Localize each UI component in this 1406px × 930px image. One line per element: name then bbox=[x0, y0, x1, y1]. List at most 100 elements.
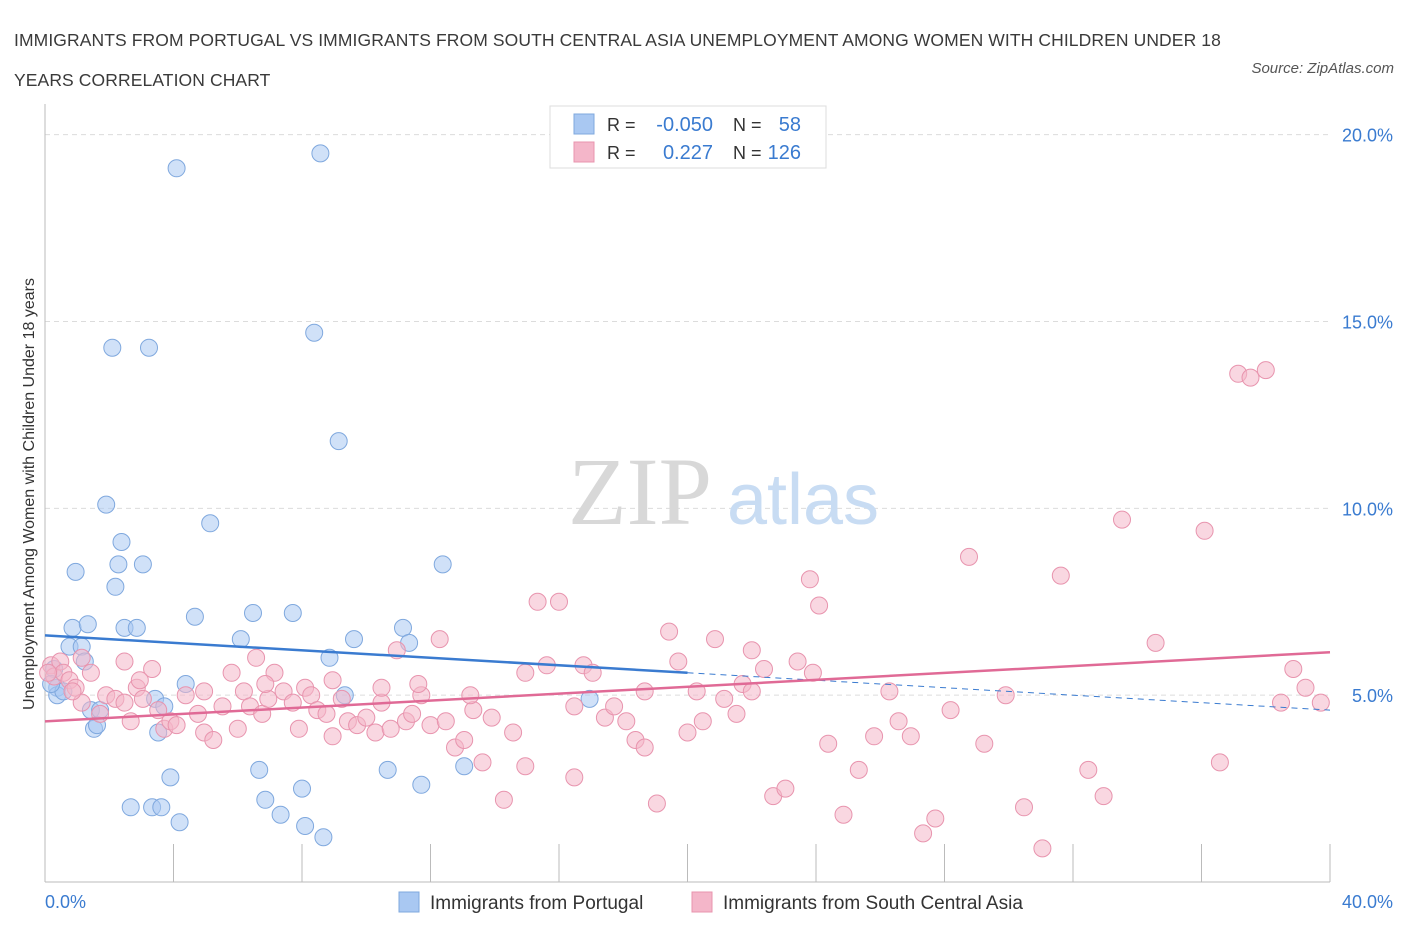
south-central-asia-point bbox=[1094, 787, 1113, 806]
south-central-asia-point bbox=[130, 671, 149, 690]
south-central-asia-point bbox=[259, 689, 278, 708]
portugal-point bbox=[256, 790, 275, 809]
south-central-asia-point bbox=[234, 682, 253, 701]
data-points bbox=[39, 144, 1330, 858]
south-central-asia-point bbox=[1195, 521, 1214, 540]
portugal-point bbox=[66, 562, 85, 581]
portugal-point bbox=[329, 432, 348, 451]
south-central-asia-point bbox=[81, 663, 100, 682]
south-central-asia-point bbox=[482, 708, 501, 727]
south-central-asia-point bbox=[1296, 678, 1315, 697]
portugal-point bbox=[97, 495, 116, 514]
y-tick-label: 20.0% bbox=[1342, 126, 1393, 146]
south-central-asia-point bbox=[436, 712, 455, 731]
stats-r-label: R = bbox=[607, 143, 636, 163]
south-central-asia-point bbox=[889, 712, 908, 731]
portugal-point bbox=[167, 159, 186, 178]
south-central-asia-point bbox=[421, 716, 440, 735]
south-central-asia-point bbox=[204, 731, 223, 749]
south-central-asia-point bbox=[247, 648, 266, 667]
south-central-asia-point bbox=[323, 671, 342, 690]
south-central-asia-point bbox=[901, 727, 920, 746]
south-central-asia-point bbox=[289, 719, 308, 738]
portugal-point bbox=[250, 760, 269, 779]
legend-label: Immigrants from Portugal bbox=[430, 893, 643, 914]
south-central-asia-point bbox=[1311, 693, 1330, 712]
south-central-asia-point bbox=[647, 794, 666, 813]
grid-lines bbox=[45, 134, 1330, 696]
south-central-asia-point bbox=[409, 675, 428, 693]
south-central-asia-point bbox=[996, 686, 1015, 705]
south-central-asia-point bbox=[742, 682, 761, 701]
south-central-asia-point bbox=[975, 734, 994, 753]
south-central-asia-point bbox=[528, 592, 547, 611]
south-central-asia-point bbox=[1113, 510, 1131, 529]
south-central-asia-point bbox=[317, 704, 336, 723]
south-central-asia-point bbox=[742, 641, 761, 660]
south-central-asia-point bbox=[332, 689, 351, 708]
south-central-asia-point bbox=[366, 723, 385, 742]
south-central-asia-point bbox=[222, 663, 241, 682]
stats-legend-box bbox=[549, 105, 827, 169]
south-central-asia-point bbox=[803, 663, 822, 682]
south-central-asia-point bbox=[715, 689, 734, 708]
portugal-point bbox=[244, 604, 262, 622]
south-central-asia-trend-line bbox=[44, 650, 1331, 723]
chart-title: IMMIGRANTS FROM PORTUGAL VS IMMIGRANTS F… bbox=[14, 30, 1221, 90]
south-central-asia-point bbox=[1051, 566, 1070, 585]
stats-swatch bbox=[573, 113, 595, 135]
south-central-asia-point bbox=[504, 723, 523, 742]
south-central-asia-point bbox=[914, 824, 933, 843]
watermark: ZIP atlas bbox=[568, 438, 879, 545]
south-central-asia-point bbox=[776, 779, 795, 798]
south-central-asia-point bbox=[565, 768, 584, 787]
series-legend: Immigrants from Portugal Immigrants from … bbox=[398, 891, 1023, 914]
south-central-asia-point bbox=[849, 760, 868, 779]
south-central-asia-point bbox=[635, 682, 654, 701]
south-central-asia-point bbox=[256, 675, 275, 693]
portugal-point bbox=[455, 757, 474, 776]
south-central-asia-point bbox=[39, 663, 58, 682]
portugal-point bbox=[103, 338, 122, 357]
stats-r-label: R = bbox=[607, 115, 636, 135]
portugal-point bbox=[296, 817, 315, 835]
portugal-point bbox=[271, 805, 290, 824]
axes: 5.0% 10.0% 15.0% 20.0% 0.0% 40.0% bbox=[44, 104, 1393, 912]
portugal-trend-line bbox=[44, 634, 688, 674]
portugal-point bbox=[394, 618, 412, 637]
south-central-asia-point bbox=[1284, 660, 1303, 678]
portugal-point bbox=[283, 604, 302, 622]
y-tick-label: 10.0% bbox=[1342, 499, 1393, 519]
south-central-asia-point bbox=[72, 648, 91, 667]
stats-swatch bbox=[573, 141, 595, 163]
south-central-asia-point bbox=[926, 809, 945, 828]
portugal-point bbox=[109, 555, 128, 574]
south-central-asia-point bbox=[880, 682, 899, 701]
portugal-point bbox=[140, 338, 158, 357]
portugal-point bbox=[106, 577, 125, 596]
south-central-asia-point bbox=[473, 753, 492, 772]
legend-label: Immigrants from South Central Asia bbox=[723, 893, 1023, 914]
south-central-asia-point bbox=[115, 652, 134, 671]
south-central-asia-point bbox=[819, 734, 838, 753]
portugal-point bbox=[121, 798, 140, 817]
portugal-point bbox=[133, 555, 152, 574]
portugal-point bbox=[161, 768, 180, 787]
portugal-point bbox=[311, 144, 330, 163]
source-label: Source: ZipAtlas.com bbox=[1251, 60, 1394, 77]
south-central-asia-point bbox=[430, 630, 449, 649]
south-central-asia-point bbox=[800, 570, 819, 589]
south-central-asia-point bbox=[550, 592, 568, 611]
south-central-asia-point bbox=[63, 682, 82, 701]
portugal-point bbox=[314, 828, 333, 847]
x-tick-label: 40.0% bbox=[1342, 892, 1393, 912]
south-central-asia-point bbox=[1256, 361, 1275, 380]
portugal-point bbox=[293, 779, 311, 798]
south-central-asia-point bbox=[464, 701, 483, 720]
portugal-point bbox=[345, 630, 363, 649]
south-central-asia-point bbox=[678, 723, 697, 742]
south-central-asia-point bbox=[1210, 753, 1229, 772]
south-central-asia-point bbox=[960, 547, 978, 566]
south-central-asia-point bbox=[1241, 368, 1260, 387]
portugal-point bbox=[127, 618, 146, 637]
